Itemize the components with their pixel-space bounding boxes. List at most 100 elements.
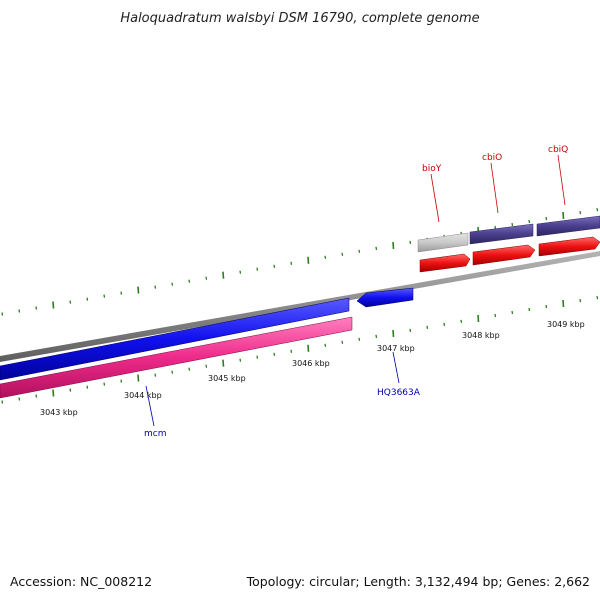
minor-tick bbox=[358, 337, 361, 341]
genome-backbone bbox=[0, 251, 600, 362]
minor-tick bbox=[341, 340, 344, 344]
reverse-tick-track bbox=[1, 295, 599, 404]
gene-label-bioY[interactable]: bioY bbox=[422, 164, 442, 174]
label-leader bbox=[490, 162, 499, 214]
gene-labels: mcm HQ3663A bioY cbiO cbiQ bbox=[144, 145, 568, 439]
major-tick bbox=[137, 286, 140, 294]
minor-tick bbox=[1, 400, 4, 404]
minor-tick bbox=[69, 388, 72, 392]
reverse-features bbox=[0, 287, 414, 399]
minor-tick bbox=[579, 298, 582, 303]
major-tick bbox=[222, 359, 225, 367]
gene-label-mcm[interactable]: mcm bbox=[144, 429, 166, 439]
minor-tick bbox=[290, 349, 293, 353]
gene-mcm-cds[interactable] bbox=[0, 297, 350, 381]
minor-tick bbox=[324, 255, 327, 259]
minor-tick bbox=[290, 261, 293, 265]
minor-tick bbox=[86, 297, 89, 301]
minor-tick bbox=[545, 304, 548, 309]
gene-cbiO-cog-band[interactable] bbox=[469, 223, 534, 245]
label-leader bbox=[430, 173, 440, 223]
minor-tick bbox=[239, 358, 242, 362]
minor-tick bbox=[171, 370, 174, 374]
minor-tick bbox=[188, 367, 191, 371]
minor-tick bbox=[460, 319, 463, 324]
minor-tick bbox=[375, 246, 378, 251]
gene-mcm-rna-band[interactable] bbox=[0, 316, 353, 399]
minor-tick bbox=[154, 373, 157, 377]
minor-tick bbox=[409, 328, 412, 333]
major-tick bbox=[137, 374, 140, 382]
minor-tick bbox=[494, 225, 497, 230]
minor-tick bbox=[596, 207, 599, 212]
minor-tick bbox=[273, 264, 276, 268]
minor-tick bbox=[375, 334, 378, 339]
minor-tick bbox=[154, 285, 157, 289]
gene-bioY-cog-band[interactable] bbox=[417, 232, 469, 253]
minor-tick bbox=[103, 294, 106, 298]
major-tick bbox=[307, 344, 310, 352]
gene-cbiQ-cog-band[interactable] bbox=[536, 215, 600, 237]
minor-tick bbox=[256, 355, 259, 359]
minor-tick bbox=[273, 352, 276, 356]
minor-tick bbox=[596, 295, 599, 300]
minor-tick bbox=[511, 222, 514, 227]
axis-label: 3049 kbp bbox=[547, 320, 585, 329]
minor-tick bbox=[579, 210, 582, 215]
minor-tick bbox=[358, 249, 361, 253]
axis-label: 3048 kbp bbox=[462, 331, 500, 340]
gene-label-cbiQ[interactable]: cbiQ bbox=[548, 145, 568, 155]
gene-bioY-cds[interactable] bbox=[419, 253, 471, 273]
major-tick bbox=[307, 256, 310, 264]
major-tick bbox=[52, 389, 55, 397]
minor-tick bbox=[205, 276, 208, 280]
minor-tick bbox=[188, 279, 191, 283]
minor-tick bbox=[18, 309, 21, 313]
major-tick bbox=[392, 241, 395, 249]
minor-tick bbox=[426, 325, 429, 330]
label-leader bbox=[392, 351, 400, 384]
label-leader bbox=[145, 385, 155, 427]
major-tick bbox=[562, 211, 565, 220]
major-tick bbox=[562, 299, 565, 308]
minor-tick bbox=[528, 307, 531, 312]
axis-label: 3047 kbp bbox=[377, 344, 415, 353]
major-tick bbox=[222, 271, 225, 279]
axis-label: 3043 kbp bbox=[40, 408, 78, 417]
minor-tick bbox=[35, 394, 38, 398]
minor-tick bbox=[341, 252, 344, 256]
genome-summary-text: Topology: circular; Length: 3,132,494 bp… bbox=[246, 574, 590, 589]
label-leader bbox=[557, 154, 566, 206]
major-tick bbox=[477, 314, 480, 323]
minor-tick bbox=[256, 267, 259, 271]
minor-tick bbox=[86, 385, 89, 389]
forward-features bbox=[417, 215, 600, 273]
gene-HQ3663A-cds[interactable] bbox=[356, 287, 414, 308]
map-title: Haloquadratum walsbyi DSM 16790, complet… bbox=[120, 11, 479, 26]
minor-tick bbox=[35, 306, 38, 310]
minor-tick bbox=[171, 282, 174, 286]
minor-tick bbox=[409, 240, 412, 245]
gene-cbiQ-cds[interactable] bbox=[538, 236, 600, 257]
minor-tick bbox=[205, 364, 208, 368]
gene-cbiO-cds[interactable] bbox=[472, 244, 536, 266]
major-tick bbox=[392, 329, 395, 337]
minor-tick bbox=[545, 216, 548, 221]
axis-label: 3046 kbp bbox=[292, 359, 330, 368]
minor-tick bbox=[324, 343, 327, 347]
forward-tick-track bbox=[1, 207, 599, 316]
minor-tick bbox=[1, 312, 4, 316]
minor-tick bbox=[528, 219, 531, 224]
axis-label: 3044 kbp bbox=[124, 391, 162, 400]
minor-tick bbox=[103, 382, 106, 386]
minor-tick bbox=[511, 310, 514, 315]
accession-text: Accession: NC_008212 bbox=[10, 574, 152, 589]
gene-label-HQ3663A[interactable]: HQ3663A bbox=[377, 388, 421, 398]
minor-tick bbox=[494, 313, 497, 318]
minor-tick bbox=[443, 322, 446, 327]
minor-tick bbox=[120, 291, 123, 295]
axis-labels: 3043 kbp 3044 kbp 3045 kbp 3046 kbp 3047… bbox=[40, 320, 585, 417]
gene-label-cbiO[interactable]: cbiO bbox=[482, 153, 502, 163]
minor-tick bbox=[239, 270, 242, 274]
